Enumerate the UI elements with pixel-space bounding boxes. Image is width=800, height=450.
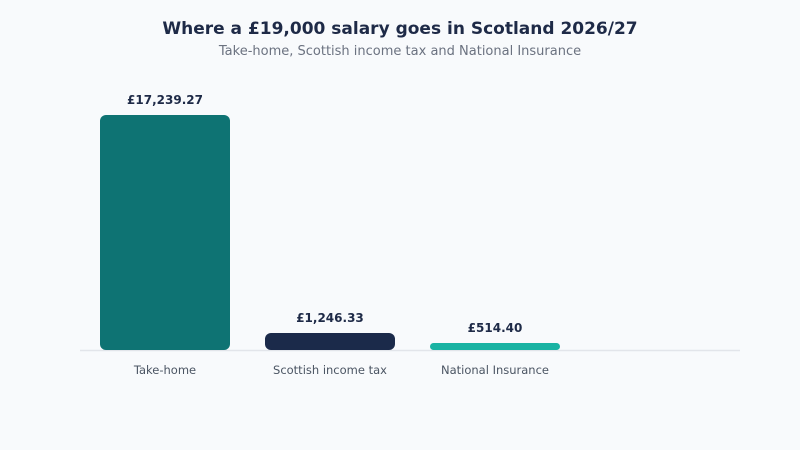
bar-national-insurance — [430, 342, 560, 350]
category-label-national-insurance: National Insurance — [441, 363, 549, 377]
chart-subtitle: Take-home, Scottish income tax and Natio… — [218, 44, 582, 59]
value-label-scottish-income-tax: £1,246.33 — [296, 311, 364, 325]
bar-scottish-income-tax — [265, 333, 395, 350]
value-label-take-home: £17,239.27 — [127, 93, 203, 107]
bar-take-home — [100, 115, 230, 350]
value-label-national-insurance: £514.40 — [468, 321, 523, 335]
category-label-take-home: Take-home — [133, 363, 196, 377]
chart-title: Where a £19,000 salary goes in Scotland … — [162, 19, 638, 39]
category-label-scottish-income-tax: Scottish income tax — [273, 363, 387, 377]
